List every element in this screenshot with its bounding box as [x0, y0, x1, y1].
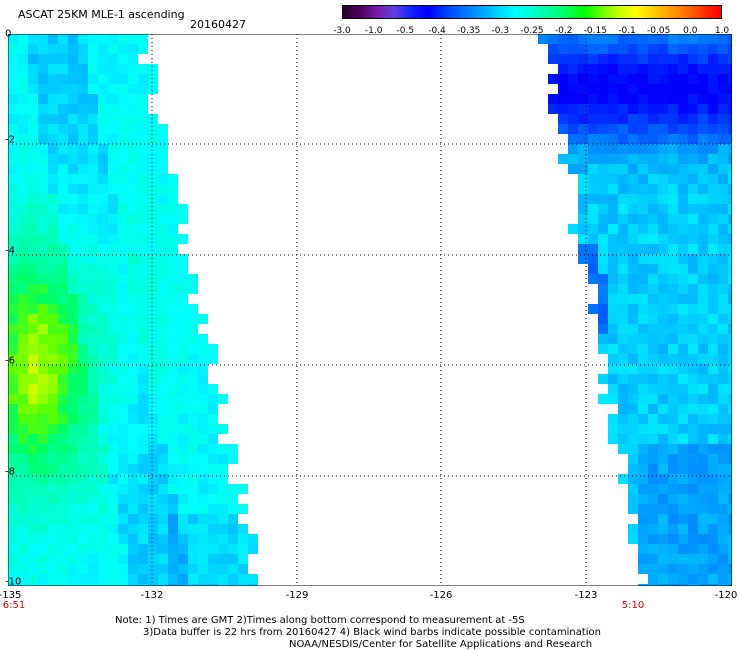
colorbar-tick-label: -0.15 [583, 26, 607, 36]
colorbar-tick-label: -0.1 [618, 26, 636, 36]
x-tick-label: -120 [714, 590, 738, 601]
x-tick-label: -123 [574, 590, 598, 601]
map-date: 20160427 [190, 18, 246, 31]
y-tick-label: -6 [5, 355, 15, 367]
western-swath [8, 34, 258, 586]
time-left: 6:51 [2, 600, 26, 611]
x-tick-label: -129 [285, 590, 309, 601]
colorbar-tick-label: -0.2 [554, 26, 573, 36]
y-tick-label: -10 [5, 576, 22, 588]
colorbar-tick-label: -0.4 [428, 26, 446, 36]
y-tick-label: -2 [5, 134, 15, 146]
y-tick-label: -4 [5, 245, 15, 257]
note-line-1: Note: 1) Times are GMT 2)Times along bot… [115, 615, 525, 626]
x-tick-label: -135 [0, 590, 22, 601]
eastern-swath [538, 34, 732, 586]
colorbar-tick-label: -0.05 [647, 26, 671, 36]
x-tick-label: -132 [140, 590, 164, 601]
colorbar-tick-label: -0.35 [457, 26, 481, 36]
note-line-2: 3)Data buffer is 22 hrs from 20160427 4)… [143, 627, 601, 638]
colorbar-tick-label: -0.25 [520, 26, 544, 36]
gridlines [8, 34, 732, 586]
map-title: ASCAT 25KM MLE-1 ascending [18, 8, 185, 21]
map-plot [8, 34, 732, 586]
colorbar-tick-label: -1.0 [364, 26, 383, 36]
colorbar-tick-label: -0.3 [491, 26, 510, 36]
y-tick-label: -8 [5, 466, 15, 478]
colorbar-tick-label: -3.0 [333, 26, 351, 36]
note-line-3: NOAA/NESDIS/Center for Satellite Applica… [289, 639, 593, 650]
colorbar-tick-label: 0.0 [683, 26, 698, 36]
x-tick-label: -126 [429, 590, 453, 601]
colorbar [342, 5, 722, 19]
y-tick-label: 0 [5, 28, 12, 40]
colorbar-tick-label: 1.0 [714, 26, 730, 36]
colorbar-tick-label: -0.5 [396, 26, 415, 36]
time-right: 5:10 [621, 600, 645, 611]
